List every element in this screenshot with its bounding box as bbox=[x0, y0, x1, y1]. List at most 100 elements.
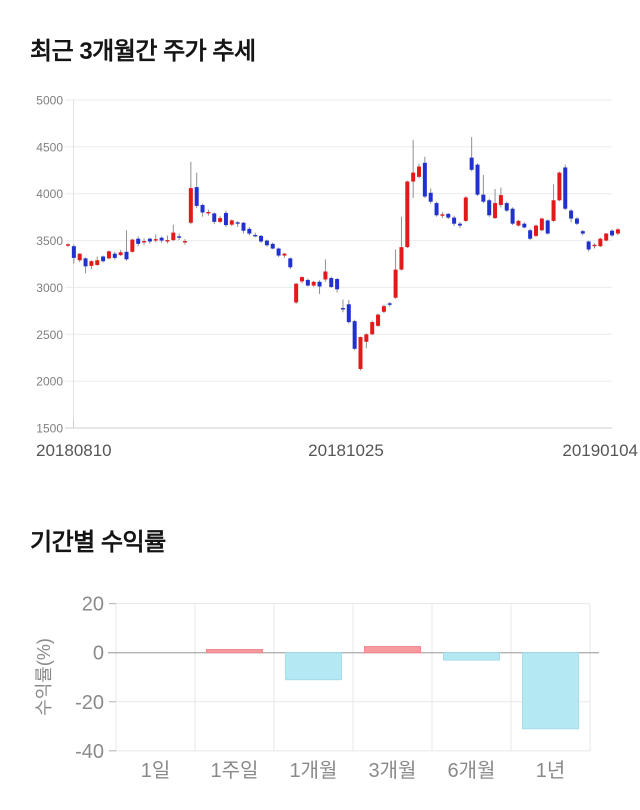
candle-up bbox=[539, 218, 544, 231]
candle-up bbox=[393, 269, 398, 298]
y-tick-label: 4500 bbox=[36, 140, 63, 154]
candle-down bbox=[177, 236, 182, 238]
candle-down bbox=[446, 213, 451, 218]
stock-candlestick-chart: 5000 4500 4000 3500 3000 2500 2000 1500 20180810… bbox=[36, 94, 638, 461]
candle-down bbox=[194, 187, 199, 206]
candle-up bbox=[498, 195, 503, 205]
returns-chart-title: 기간별 수익률 bbox=[30, 529, 166, 556]
candle-up bbox=[399, 247, 404, 270]
candle-up bbox=[206, 211, 211, 214]
candle-up bbox=[598, 238, 603, 247]
candle-down bbox=[352, 321, 357, 349]
candle-up bbox=[142, 241, 147, 243]
bar-negative bbox=[443, 652, 500, 661]
bar-negative bbox=[522, 652, 579, 730]
candle-up bbox=[604, 233, 609, 241]
candle-down bbox=[305, 279, 310, 286]
candle-down bbox=[340, 308, 345, 310]
candle-up bbox=[557, 172, 562, 201]
candle-down bbox=[504, 203, 509, 211]
candle-down bbox=[469, 157, 474, 170]
candle-down bbox=[580, 231, 585, 234]
candle-up bbox=[440, 214, 445, 216]
candle-down bbox=[317, 281, 322, 287]
candle-up bbox=[381, 306, 386, 312]
candle-down bbox=[101, 256, 106, 262]
candle-up bbox=[493, 203, 498, 219]
candle-down bbox=[124, 251, 129, 260]
candle-up bbox=[516, 220, 521, 226]
candle-down bbox=[452, 217, 457, 224]
candle-down bbox=[481, 194, 486, 202]
y-tick-label: -20 bbox=[75, 692, 104, 714]
candle-down bbox=[475, 164, 480, 195]
candle-up bbox=[311, 281, 316, 286]
candle-down bbox=[510, 208, 515, 224]
candle-down bbox=[247, 228, 252, 234]
candle-up bbox=[592, 244, 597, 247]
candle-up bbox=[282, 253, 287, 256]
candle-up bbox=[294, 283, 299, 303]
candle-up bbox=[229, 220, 234, 225]
candle-down bbox=[136, 238, 141, 244]
price-chart-title: 최근 3개월간 주가 추세 bbox=[30, 38, 256, 65]
candle-up bbox=[188, 188, 193, 223]
y-tick-label: -40 bbox=[75, 741, 104, 763]
candle-down bbox=[329, 278, 334, 287]
candle-down bbox=[422, 162, 427, 197]
candle-down bbox=[569, 210, 574, 219]
candle-down bbox=[335, 278, 340, 290]
x-category-label: 6개월 bbox=[448, 759, 496, 782]
candle-down bbox=[434, 203, 439, 216]
candle-down bbox=[428, 192, 433, 202]
candle-up bbox=[66, 244, 70, 246]
candle-up bbox=[411, 172, 416, 182]
y-tick-label: 4000 bbox=[36, 187, 63, 201]
candle-down bbox=[586, 241, 591, 250]
candle-down bbox=[83, 258, 88, 267]
candle-up bbox=[77, 253, 82, 261]
y-axis-title: 수익률(%) bbox=[34, 638, 54, 716]
candle-down bbox=[563, 167, 568, 209]
candle-down bbox=[288, 258, 293, 268]
y-tick-label: 3500 bbox=[36, 234, 63, 248]
candle-up bbox=[417, 166, 421, 177]
x-tick-label: 20180810 bbox=[36, 441, 112, 460]
candle-down bbox=[270, 243, 275, 249]
candle-down bbox=[528, 230, 533, 239]
candle-down bbox=[112, 253, 117, 258]
y-tick-label: 1500 bbox=[36, 422, 63, 436]
candle-down bbox=[71, 246, 76, 258]
candle-up bbox=[323, 271, 328, 280]
candle-down bbox=[574, 218, 579, 224]
candle-up bbox=[95, 260, 100, 265]
candle-down bbox=[253, 234, 258, 237]
candle-down bbox=[487, 200, 492, 216]
candle-down bbox=[276, 248, 281, 256]
candle-up bbox=[370, 322, 375, 335]
x-tick-label: 20181025 bbox=[308, 441, 384, 460]
candle-up bbox=[118, 252, 123, 256]
candle-up bbox=[165, 240, 170, 242]
candle-down bbox=[235, 222, 240, 224]
candle-up bbox=[106, 251, 111, 259]
candle-down bbox=[147, 238, 152, 242]
candle-down bbox=[346, 304, 351, 323]
candle-down bbox=[259, 235, 264, 242]
candle-up bbox=[551, 200, 556, 221]
y-tick-label: 2500 bbox=[36, 328, 63, 342]
candle-down bbox=[610, 230, 615, 236]
candle-up bbox=[358, 337, 363, 369]
y-tick-label: 0 bbox=[93, 643, 104, 665]
candle-up bbox=[218, 218, 223, 222]
x-category-label: 3개월 bbox=[369, 759, 417, 782]
candle-up bbox=[89, 261, 94, 266]
bar-positive bbox=[364, 646, 421, 654]
period-returns-bar-chart: 20 0 -20 -40 수익률(%) 1일 1주일 1개월 3개월 6개월 1년 bbox=[34, 594, 599, 782]
x-tick-label: 20190104 bbox=[562, 441, 638, 460]
candle-down bbox=[545, 220, 550, 234]
x-category-label: 1개월 bbox=[290, 759, 338, 782]
candle-up bbox=[534, 225, 538, 236]
candle-down bbox=[159, 237, 164, 241]
